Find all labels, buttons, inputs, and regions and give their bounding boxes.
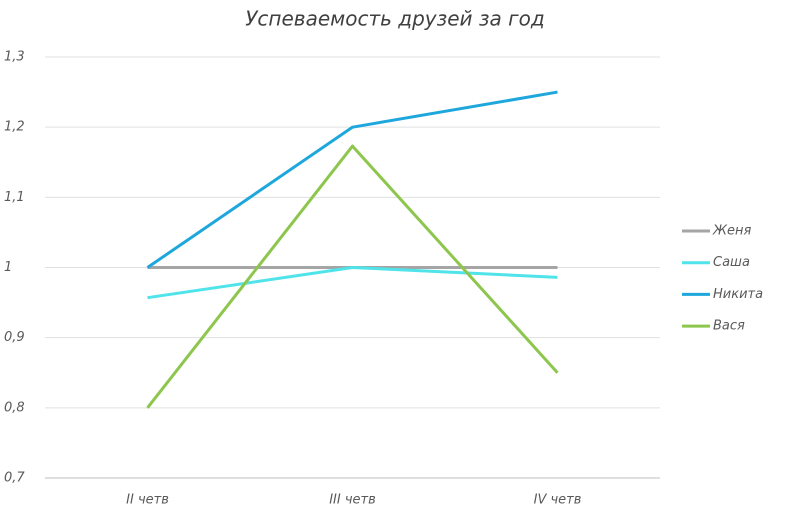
series-line [146,144,559,409]
legend-label: Вася [713,319,745,334]
x-tick-label: II четв [126,493,169,508]
y-tick-label: 0,8 [4,400,25,415]
y-tick-label: 1 [4,260,12,275]
x-tick-label: III четв [329,493,376,508]
y-tick-label: 1,3 [4,50,25,65]
y-tick-label: 0,9 [4,330,25,345]
series-line [146,90,558,269]
legend-label: Женя [712,224,752,239]
y-tick-label: 0,7 [4,471,25,486]
legend-label: Саша [713,255,750,270]
legend-label: Никита [713,287,763,302]
y-tick-label: 1,2 [4,120,25,135]
x-tick-label: IV четв [534,493,582,508]
series-line [147,266,558,300]
y-tick-label: 1,1 [4,190,25,205]
chart-title: Успеваемость друзей за год [245,7,545,31]
